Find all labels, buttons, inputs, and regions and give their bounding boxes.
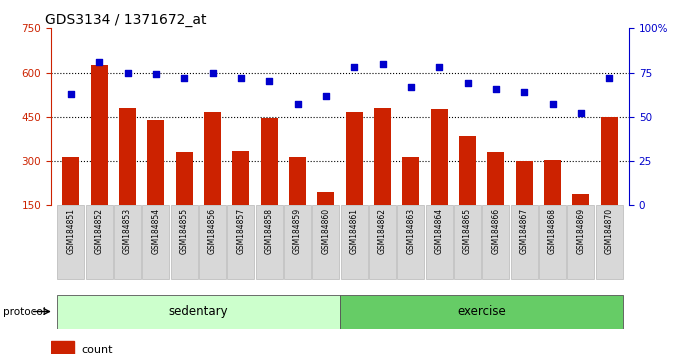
Bar <box>515 161 532 205</box>
Bar <box>345 113 362 205</box>
Bar <box>51 341 74 354</box>
Point <box>320 93 331 98</box>
FancyBboxPatch shape <box>171 205 198 279</box>
FancyBboxPatch shape <box>596 205 623 279</box>
Point <box>65 91 76 97</box>
Bar <box>63 156 80 205</box>
FancyBboxPatch shape <box>284 205 311 279</box>
FancyBboxPatch shape <box>256 205 283 279</box>
Text: GSM184857: GSM184857 <box>237 208 245 254</box>
Text: GSM184852: GSM184852 <box>95 208 103 254</box>
Text: GSM184870: GSM184870 <box>605 208 613 254</box>
Text: GSM184856: GSM184856 <box>208 208 217 254</box>
FancyBboxPatch shape <box>312 205 339 279</box>
Text: GSM184868: GSM184868 <box>548 208 557 254</box>
Text: GSM184862: GSM184862 <box>378 208 387 254</box>
Text: protocol: protocol <box>3 307 46 316</box>
Point <box>547 102 558 107</box>
Point <box>179 75 190 81</box>
FancyBboxPatch shape <box>341 205 368 279</box>
Text: GSM184867: GSM184867 <box>520 208 528 254</box>
Text: GSM184861: GSM184861 <box>350 208 358 254</box>
Point <box>434 64 445 70</box>
Bar <box>175 152 192 205</box>
Point <box>405 84 416 90</box>
FancyBboxPatch shape <box>482 205 509 279</box>
Text: GDS3134 / 1371672_at: GDS3134 / 1371672_at <box>45 13 207 27</box>
Text: GSM184858: GSM184858 <box>265 208 273 254</box>
Bar <box>148 120 165 205</box>
FancyBboxPatch shape <box>57 205 84 279</box>
Bar <box>488 152 505 205</box>
Bar <box>119 108 136 205</box>
Bar <box>573 194 590 205</box>
FancyBboxPatch shape <box>86 205 113 279</box>
Text: GSM184860: GSM184860 <box>322 208 330 254</box>
Text: GSM184859: GSM184859 <box>293 208 302 254</box>
Point <box>150 72 161 77</box>
Text: GSM184854: GSM184854 <box>152 208 160 254</box>
FancyBboxPatch shape <box>539 205 566 279</box>
Point <box>292 102 303 107</box>
FancyBboxPatch shape <box>567 205 594 279</box>
Text: count: count <box>82 345 113 354</box>
Point <box>462 80 473 86</box>
FancyBboxPatch shape <box>56 295 340 329</box>
Point <box>349 64 360 70</box>
Text: GSM184863: GSM184863 <box>407 208 415 254</box>
FancyBboxPatch shape <box>199 205 226 279</box>
Bar <box>260 118 277 205</box>
Point <box>377 61 388 67</box>
Text: GSM184869: GSM184869 <box>577 208 585 254</box>
Bar <box>600 117 617 205</box>
Text: sedentary: sedentary <box>169 305 228 318</box>
Bar <box>459 136 476 205</box>
Text: GSM184853: GSM184853 <box>123 208 132 254</box>
Point <box>94 59 105 65</box>
Bar <box>289 156 306 205</box>
FancyBboxPatch shape <box>426 205 453 279</box>
Bar <box>318 192 335 205</box>
FancyBboxPatch shape <box>454 205 481 279</box>
FancyBboxPatch shape <box>511 205 538 279</box>
FancyBboxPatch shape <box>142 205 169 279</box>
Text: GSM184866: GSM184866 <box>492 208 500 254</box>
FancyBboxPatch shape <box>397 205 424 279</box>
Text: GSM184864: GSM184864 <box>435 208 443 254</box>
Text: GSM184865: GSM184865 <box>463 208 472 254</box>
Point <box>264 79 275 84</box>
Point <box>604 75 615 81</box>
Text: exercise: exercise <box>457 305 506 318</box>
Point <box>122 70 133 75</box>
Point <box>575 110 586 116</box>
Point <box>490 86 501 91</box>
Bar <box>430 109 447 205</box>
Point <box>207 70 218 75</box>
Point <box>519 89 530 95</box>
FancyBboxPatch shape <box>369 205 396 279</box>
Bar <box>233 151 250 205</box>
Bar <box>90 65 107 205</box>
Point <box>235 75 246 81</box>
Bar <box>374 108 391 205</box>
Bar <box>204 113 221 205</box>
FancyBboxPatch shape <box>114 205 141 279</box>
Bar <box>544 160 561 205</box>
Text: GSM184851: GSM184851 <box>67 208 75 254</box>
Text: GSM184855: GSM184855 <box>180 208 188 254</box>
Bar <box>403 156 420 205</box>
FancyBboxPatch shape <box>340 295 624 329</box>
FancyBboxPatch shape <box>227 205 254 279</box>
